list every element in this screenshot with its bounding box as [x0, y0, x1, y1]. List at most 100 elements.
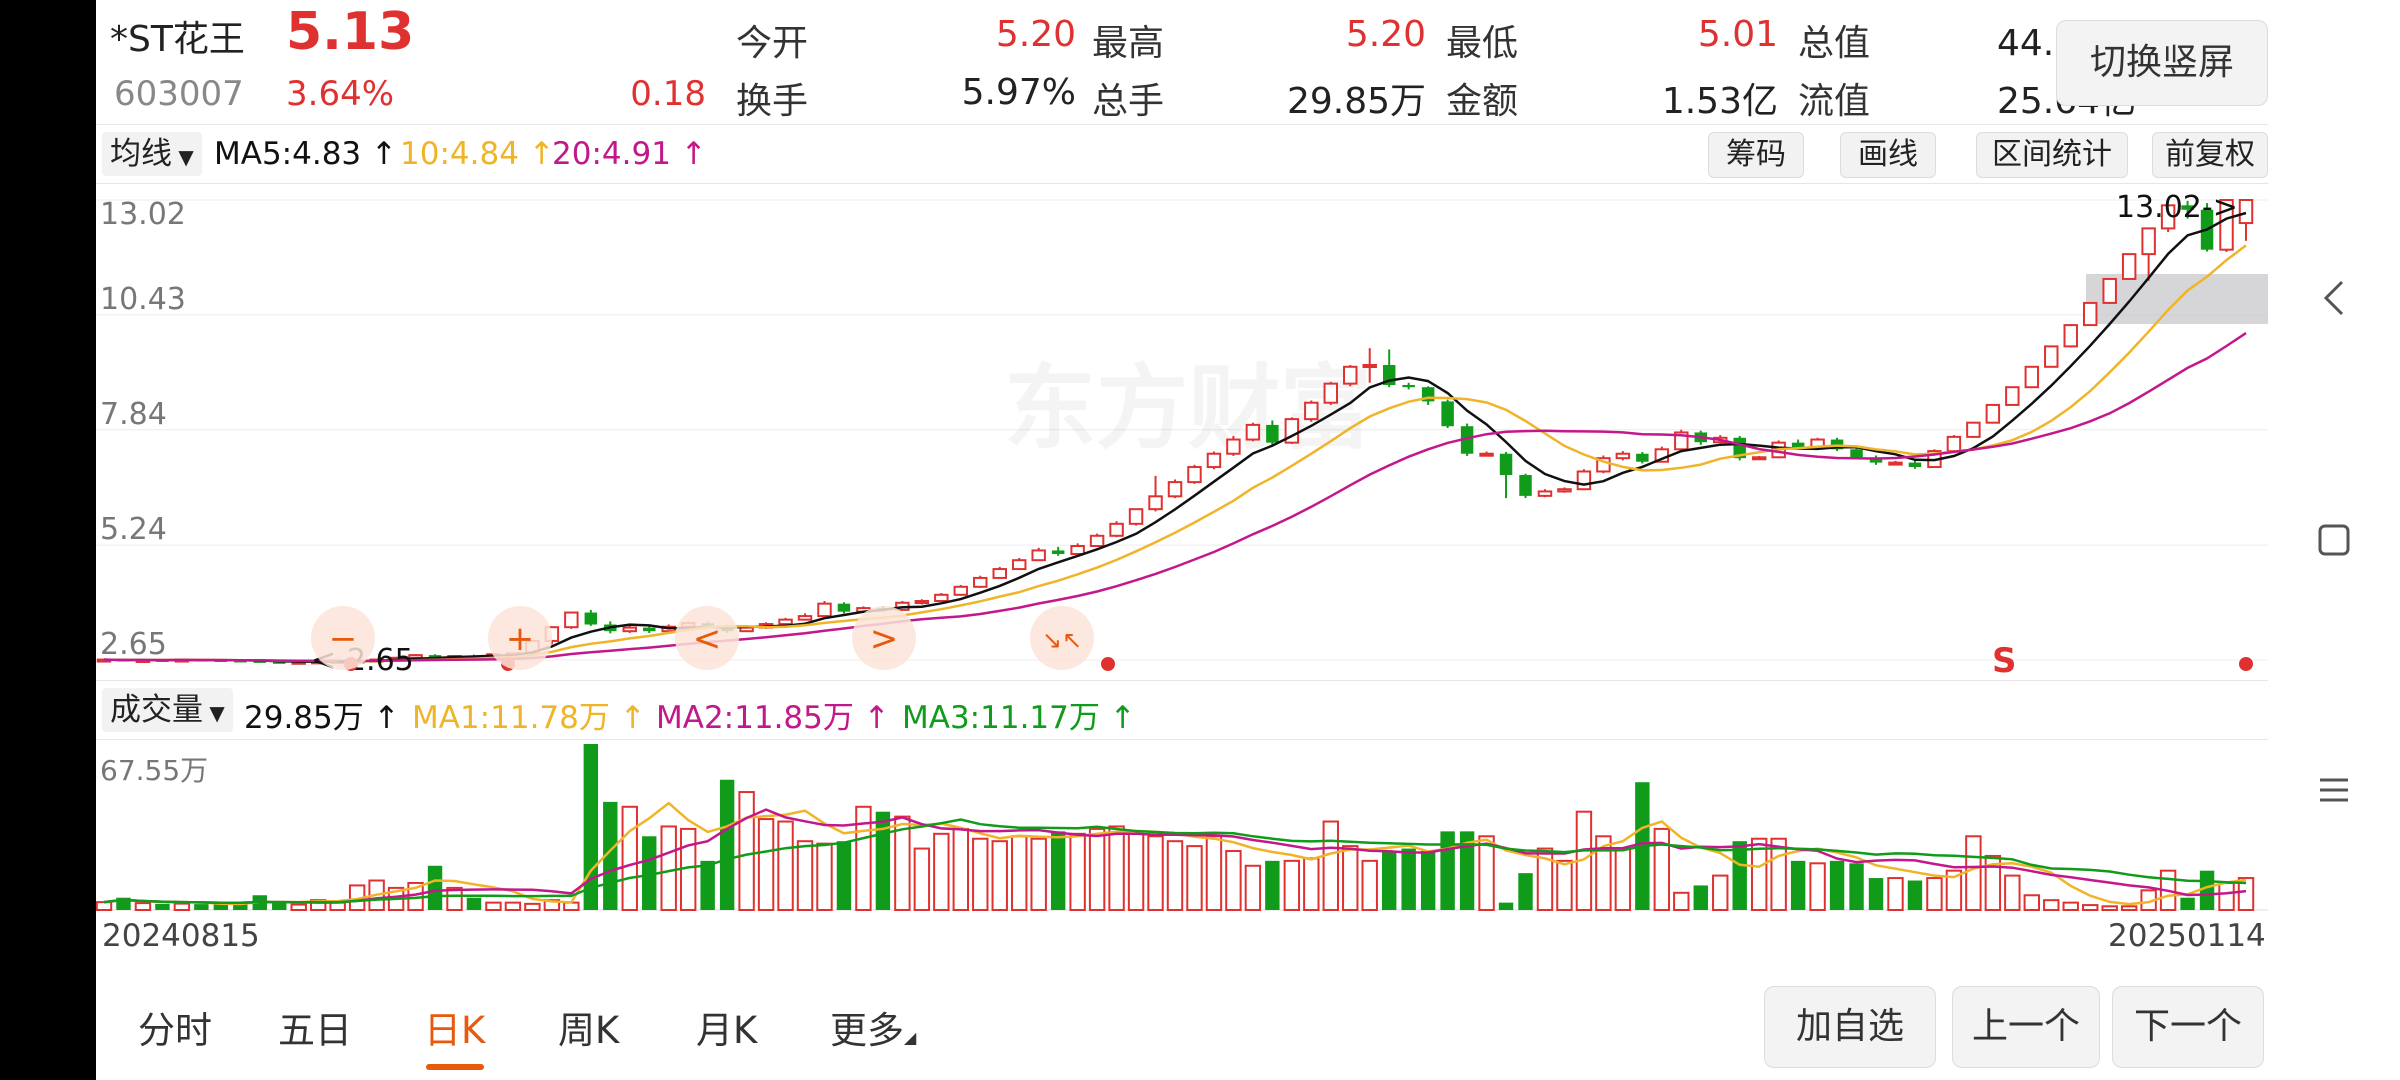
arrow-up-icon: ↑	[1109, 700, 1136, 736]
volume-bar	[1303, 857, 1320, 911]
scroll-left-button[interactable]: <	[675, 606, 739, 670]
volume-bar	[155, 903, 170, 910]
candle-body	[1850, 449, 1863, 458]
volume-bar	[1166, 840, 1184, 911]
tab-daily-k[interactable]: 日K	[424, 1009, 486, 1052]
system-nav-bar	[2268, 0, 2400, 1080]
next-stock-button[interactable]: 下一个	[2112, 986, 2264, 1068]
candle-body	[2044, 345, 2059, 368]
ma-selector[interactable]: 均线 ▼	[102, 132, 202, 176]
candle-body	[273, 661, 286, 664]
arrow-up-icon: ↑	[373, 700, 400, 736]
adjust-button[interactable]: 前复权	[2152, 132, 2268, 178]
volume-bar	[1459, 831, 1475, 910]
start-date: 20240815	[102, 918, 260, 954]
plus-icon: +	[506, 619, 535, 659]
volume-bar	[1750, 837, 1768, 911]
volume-bar	[1536, 847, 1554, 911]
chip-button[interactable]: 筹码	[1708, 132, 1804, 178]
previous-stock-button[interactable]: 上一个	[1952, 986, 2100, 1068]
candle-body	[1167, 481, 1183, 498]
candle-body	[1479, 452, 1494, 457]
ma5-value: MA5:4.83 ↑	[214, 136, 397, 172]
candle-body	[1206, 452, 1222, 469]
volume-bar	[134, 902, 152, 911]
tab-monthly-k[interactable]: 月K	[696, 1009, 758, 1052]
candle-body	[992, 568, 1007, 579]
float-cap-label: 流值	[1798, 81, 1871, 122]
volume-bar	[427, 865, 443, 910]
tab-five-day[interactable]: 五日	[278, 1009, 352, 1052]
volume-bar	[1265, 860, 1280, 910]
switch-portrait-button[interactable]: 切换竖屏	[2056, 20, 2268, 106]
zoom-in-button[interactable]: +	[488, 606, 552, 670]
candle-body	[2181, 205, 2194, 210]
volume-bar	[1556, 859, 1573, 911]
change-percent: 3.64%	[286, 74, 395, 114]
chevron-down-icon: ▼	[203, 701, 225, 725]
volume-bar	[524, 902, 541, 911]
volume-bar	[1108, 825, 1125, 911]
tab-more[interactable]: 更多◢	[830, 1000, 916, 1054]
zoom-out-button[interactable]: −	[311, 606, 375, 670]
candle-body	[1615, 452, 1631, 460]
candle-body	[1089, 534, 1105, 547]
candle-body	[1499, 453, 1513, 476]
volume-bar	[738, 791, 755, 911]
candle-body	[428, 655, 442, 658]
range-stats-button[interactable]: 区间统计	[1976, 132, 2128, 178]
candle-body	[1245, 423, 1261, 441]
volume-bar	[1887, 877, 1904, 912]
scroll-right-button[interactable]: >	[852, 606, 916, 670]
candle-body	[1908, 462, 1922, 468]
ma20-line	[103, 332, 2247, 663]
volume-label: 总手	[1092, 81, 1165, 122]
vol-ma3-value: MA3:11.17万 ↑	[902, 692, 1136, 737]
candle-body	[1557, 488, 1572, 493]
volume-bar	[1498, 902, 1514, 910]
candle-body	[1031, 549, 1046, 562]
candle-body	[1791, 442, 1805, 448]
tab-weekly-k[interactable]: 周K	[558, 1009, 620, 1052]
price-axis: 13.02 10.43 7.84 5.24 2.65	[100, 197, 186, 662]
candle-body	[1070, 544, 1085, 555]
volume-bar	[485, 901, 502, 912]
tab-intraday[interactable]: 分时	[138, 1009, 212, 1052]
price-tick-label: 2.65	[100, 627, 167, 662]
volume-bar	[1945, 869, 1963, 912]
collapse-button[interactable]: ↘↖	[1030, 606, 1094, 670]
volume-bar	[194, 904, 209, 910]
home-icon[interactable]	[2314, 520, 2354, 560]
active-tab-underline	[426, 1064, 484, 1070]
volume-chart[interactable]: 67.55万	[96, 738, 2268, 914]
volume-selector[interactable]: 成交量 ▼	[102, 688, 233, 732]
ma-bar	[96, 124, 2268, 184]
add-watchlist-button[interactable]: 加自选	[1764, 986, 1936, 1068]
sell-signal-mark: S	[1992, 641, 2017, 680]
volume-bar	[1205, 835, 1223, 911]
volume-bar	[2180, 897, 2195, 910]
corner-triangle-icon: ◢	[904, 1028, 917, 1047]
candle-body	[1519, 475, 1532, 496]
volume-ma-lines	[103, 801, 2247, 906]
volume-bar	[1518, 873, 1533, 910]
draw-line-button[interactable]: 画线	[1840, 132, 1936, 178]
volume-bar	[1011, 835, 1028, 911]
candle-body	[2238, 199, 2254, 225]
volume-bar	[2062, 901, 2079, 912]
candle-body	[2219, 199, 2234, 251]
arrow-up-icon: ↑	[863, 700, 890, 736]
volume-bar	[1322, 820, 1339, 911]
volume-bar	[1069, 832, 1086, 911]
open-label: 今开	[736, 23, 809, 64]
open-value: 5.20	[995, 14, 1076, 55]
back-icon[interactable]	[2314, 276, 2354, 320]
candle-body	[817, 602, 832, 618]
recents-icon[interactable]	[2314, 770, 2354, 810]
vol-ma1-text: MA1:11.78万	[412, 700, 610, 736]
volume-bar	[272, 902, 287, 910]
candle-body	[584, 612, 598, 625]
volume-bar	[1478, 835, 1495, 911]
volume-bar	[1984, 854, 2002, 911]
